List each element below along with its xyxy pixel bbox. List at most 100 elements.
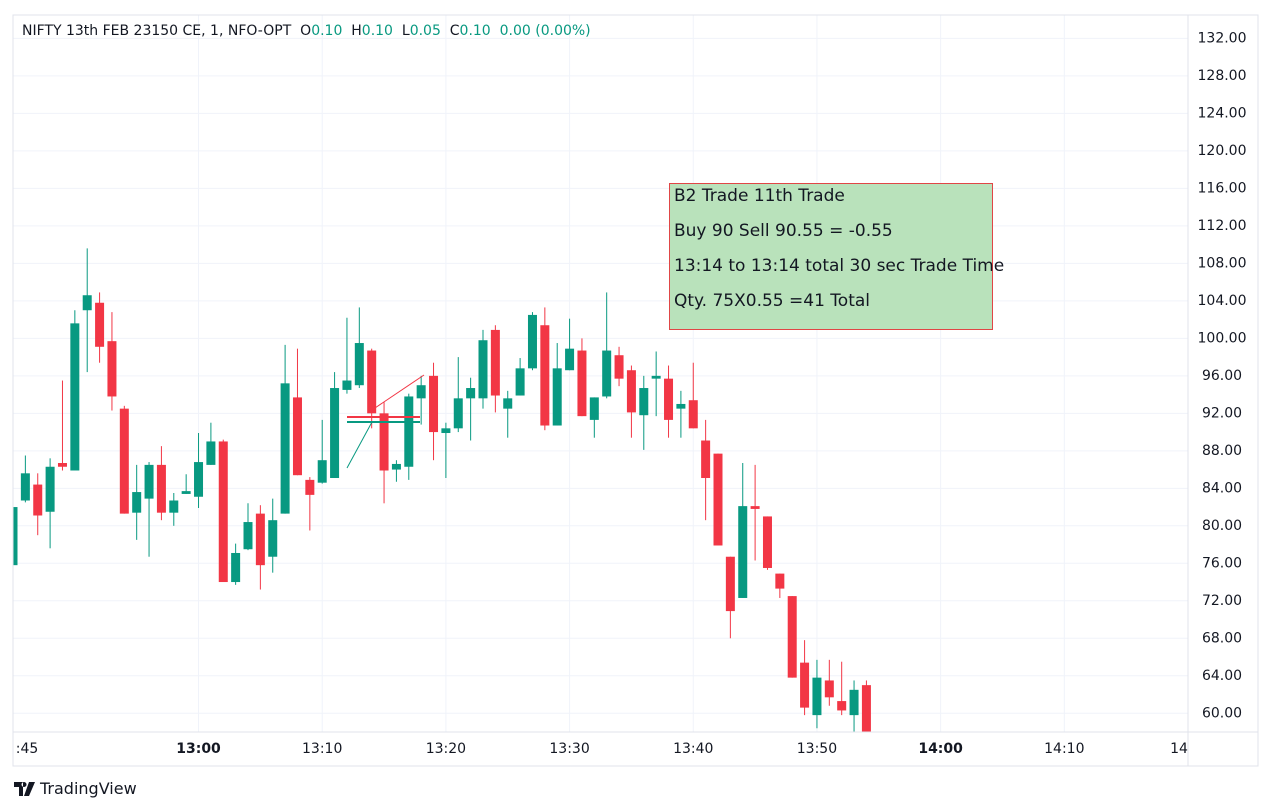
- candle-body: [466, 388, 476, 399]
- change: 0.00 (0.00%): [499, 23, 591, 39]
- candle-body: [490, 329, 500, 396]
- candle-body: [527, 314, 537, 369]
- x-tick-label: 14: [1170, 741, 1188, 757]
- candle-body: [441, 428, 451, 434]
- candle-body: [119, 408, 129, 514]
- brand-name: TradingView: [40, 779, 137, 798]
- x-tick-label: 13:50: [797, 741, 837, 757]
- annotation-line: Qty. 75X0.55 =41 Total: [674, 291, 870, 311]
- candle-body: [292, 397, 302, 476]
- c-label: C: [449, 23, 460, 39]
- y-tick-label: 124.00: [1198, 105, 1247, 121]
- candle-body: [416, 385, 426, 399]
- candle-body: [429, 375, 439, 433]
- candle-body: [626, 370, 636, 413]
- candle-body: [664, 378, 674, 420]
- y-tick-label: 128.00: [1198, 68, 1247, 84]
- trade-markers: [346, 374, 425, 469]
- candle-body: [20, 473, 30, 501]
- candle-body: [824, 680, 834, 698]
- candle-body: [861, 685, 871, 732]
- x-tick-label: 14:10: [1044, 741, 1084, 757]
- candle-body: [639, 388, 649, 416]
- candle-body: [701, 440, 711, 479]
- candle-body: [552, 368, 562, 426]
- y-tick-label: 80.00: [1202, 518, 1242, 534]
- candle-body: [330, 388, 340, 479]
- candle-body: [379, 413, 389, 471]
- candle-body: [453, 398, 463, 429]
- candle-body: [144, 464, 154, 499]
- x-tick-label: 13:30: [549, 741, 589, 757]
- candle-body: [391, 463, 401, 470]
- y-tick-label: 88.00: [1202, 443, 1242, 459]
- candle-body: [280, 383, 290, 514]
- l-value: 0.05: [409, 23, 441, 39]
- candle-body: [107, 341, 117, 397]
- candle-body: [602, 350, 612, 397]
- h-value: 0.10: [361, 23, 393, 39]
- candle-body: [800, 662, 810, 708]
- frame: [12, 14, 1259, 767]
- y-tick-label: 108.00: [1198, 255, 1247, 271]
- candle-body: [95, 302, 105, 347]
- x-tick-label: 13:40: [673, 741, 713, 757]
- candle-body: [589, 397, 599, 420]
- candle-body: [367, 350, 377, 414]
- candles: [13, 248, 871, 732]
- candle-body: [577, 350, 587, 417]
- o-label: O: [300, 23, 312, 39]
- y-tick-label: 76.00: [1202, 555, 1242, 571]
- l-label: L: [401, 23, 410, 39]
- candle-body: [255, 513, 265, 566]
- candle-body: [812, 677, 822, 716]
- grid: [12, 15, 1189, 732]
- candle-body: [57, 463, 67, 467]
- candle-body: [787, 596, 797, 678]
- c-value: 0.10: [459, 23, 491, 39]
- candle-body: [762, 516, 772, 568]
- candle-body: [13, 507, 18, 566]
- candle-body: [218, 441, 228, 583]
- annotation: B2 Trade 11th Trade Buy 90 Sell 90.55 = …: [669, 183, 1004, 330]
- x-tick-label: 14:00: [918, 741, 963, 757]
- y-tick-label: 100.00: [1198, 330, 1247, 346]
- h-label: H: [351, 23, 362, 39]
- candle-body: [849, 689, 859, 716]
- y-tick-label: 92.00: [1202, 405, 1242, 421]
- y-tick-label: 116.00: [1198, 180, 1247, 196]
- annotation-line: Buy 90 Sell 90.55 = -0.55: [674, 221, 893, 241]
- y-tick-label: 68.00: [1202, 630, 1242, 646]
- candle-body: [713, 453, 723, 546]
- o-value: 0.10: [311, 23, 343, 39]
- y-tick-label: 112.00: [1198, 218, 1247, 234]
- candle-body: [169, 500, 179, 513]
- annotation-box: [669, 183, 993, 330]
- candle-body: [243, 522, 253, 550]
- candle-body: [181, 491, 191, 494]
- x-tick-label: :45: [16, 741, 39, 757]
- x-tick-label: 13:10: [302, 741, 342, 757]
- candle-body: [676, 403, 686, 409]
- y-tick-label: 132.00: [1198, 30, 1247, 46]
- brand-logo: [14, 781, 35, 796]
- candle-body: [206, 441, 216, 465]
- y-tick-label: 60.00: [1202, 705, 1242, 721]
- candle-body: [268, 520, 278, 557]
- candle-body: [404, 396, 414, 467]
- candle-body: [515, 368, 525, 396]
- candle-body: [317, 460, 327, 483]
- brand[interactable]: TradingView: [14, 779, 137, 798]
- candle-body: [688, 400, 698, 429]
- ohlc-legend: NIFTY 13th FEB 23150 CE, 1, NFO-OPT O0.1…: [22, 23, 591, 39]
- y-tick-label: 120.00: [1198, 143, 1247, 159]
- x-tick-label: 13:20: [426, 741, 466, 757]
- candle-body: [478, 340, 488, 399]
- y-tick-label: 96.00: [1202, 368, 1242, 384]
- candle-body: [725, 556, 735, 612]
- candle-body: [70, 323, 80, 471]
- candle-body: [82, 295, 92, 311]
- candle-body: [231, 552, 241, 583]
